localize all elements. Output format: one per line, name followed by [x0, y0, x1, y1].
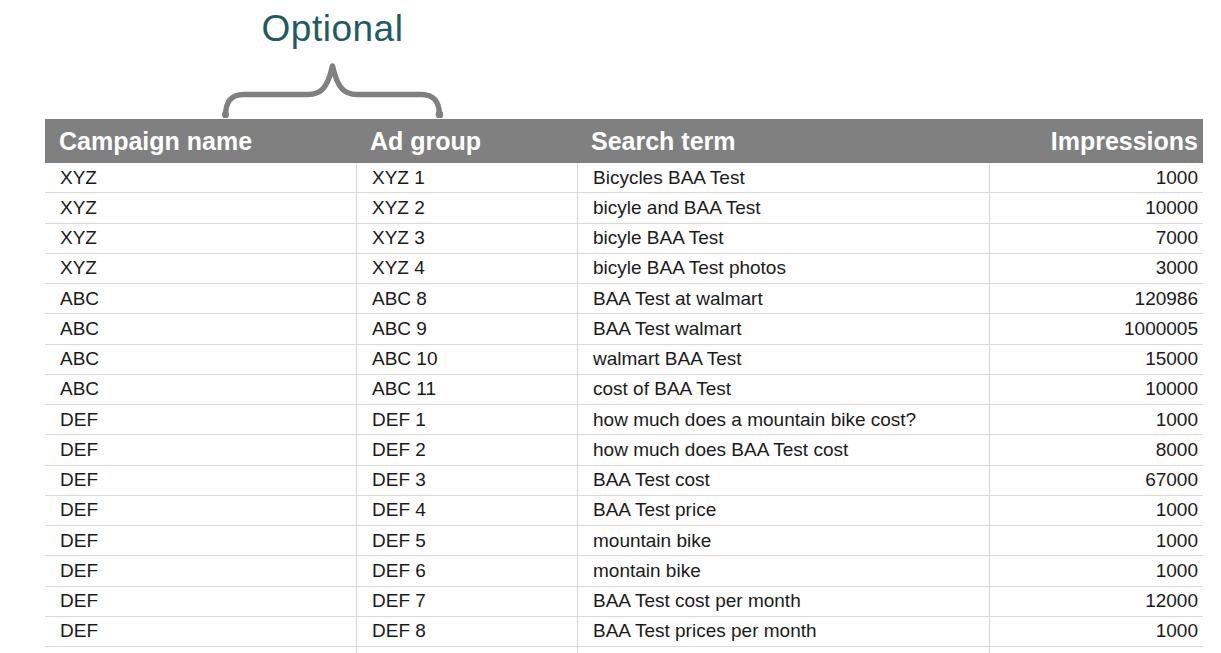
- cell-search-term[interactable]: cost of BAA Test: [577, 375, 989, 404]
- cell-ad-group[interactable]: XYZ 3: [356, 224, 577, 253]
- cell-impressions[interactable]: 12000: [989, 587, 1203, 616]
- cell-search-term[interactable]: Bicycles BAA Test: [577, 163, 989, 192]
- cell-campaign-name[interactable]: ABC: [45, 314, 356, 343]
- cell-ad-group[interactable]: ABC 8: [356, 284, 577, 313]
- cell-impressions[interactable]: 8000: [989, 435, 1203, 464]
- cell-campaign-name[interactable]: DEF: [45, 435, 356, 464]
- cell-impressions[interactable]: 10000: [989, 375, 1203, 404]
- cell-ad-group[interactable]: DEF 4: [356, 496, 577, 525]
- cell-search-term[interactable]: how much does a mountain bike cost?: [577, 405, 989, 434]
- cell-campaign-name[interactable]: DEF: [45, 556, 356, 585]
- spreadsheet-screenshot: Optional Campaign name Ad group Search t…: [0, 0, 1221, 653]
- cell-search-term[interactable]: BAA Test walmart: [577, 314, 989, 343]
- cell-impressions[interactable]: 1000: [989, 405, 1203, 434]
- table-row: DEFDEF 4BAA Test price1000: [45, 496, 1203, 526]
- table-row: XYZXYZ 3bicyle BAA Test7000: [45, 224, 1203, 254]
- cell-impressions[interactable]: 1000005: [989, 314, 1203, 343]
- cell-ad-group[interactable]: DEF 6: [356, 556, 577, 585]
- cell-search-term[interactable]: [577, 647, 989, 653]
- cell-ad-group[interactable]: DEF 2: [356, 435, 577, 464]
- table-row: XYZXYZ 4bicyle BAA Test photos3000: [45, 254, 1203, 284]
- campaign-table: Campaign name Ad group Search term Impre…: [45, 119, 1203, 653]
- table-row: DEFDEF 1how much does a mountain bike co…: [45, 405, 1203, 435]
- cell-impressions[interactable]: 120986: [989, 284, 1203, 313]
- cell-ad-group[interactable]: DEF 8: [356, 617, 577, 646]
- cell-campaign-name[interactable]: DEF: [45, 587, 356, 616]
- cell-ad-group[interactable]: XYZ 4: [356, 254, 577, 283]
- table-row: ABCABC 10walmart BAA Test15000: [45, 345, 1203, 375]
- cell-impressions[interactable]: 1000: [989, 496, 1203, 525]
- table-row: DEFDEF 2how much does BAA Test cost8000: [45, 435, 1203, 465]
- table-row: ABCABC 11cost of BAA Test10000: [45, 375, 1203, 405]
- cell-ad-group[interactable]: ABC 10: [356, 345, 577, 374]
- cell-search-term[interactable]: walmart BAA Test: [577, 345, 989, 374]
- cell-search-term[interactable]: BAA Test cost per month: [577, 587, 989, 616]
- cell-search-term[interactable]: BAA Test price: [577, 496, 989, 525]
- cell-impressions[interactable]: 7000: [989, 224, 1203, 253]
- cell-ad-group[interactable]: DEF 3: [356, 466, 577, 495]
- table-row: DEFDEF 5mountain bike1000: [45, 526, 1203, 556]
- cell-campaign-name[interactable]: [45, 647, 356, 653]
- table-row: ABCABC 8BAA Test at walmart120986: [45, 284, 1203, 314]
- cell-impressions[interactable]: [989, 647, 1203, 653]
- table-row: ABCABC 9BAA Test walmart1000005: [45, 314, 1203, 344]
- cell-campaign-name[interactable]: XYZ: [45, 163, 356, 192]
- table-row: DEFDEF 7BAA Test cost per month12000: [45, 587, 1203, 617]
- table-row: DEFDEF 3BAA Test cost67000: [45, 466, 1203, 496]
- header-impressions[interactable]: Impressions: [989, 127, 1203, 156]
- cell-campaign-name[interactable]: XYZ: [45, 254, 356, 283]
- header-campaign-name[interactable]: Campaign name: [45, 127, 356, 156]
- cell-ad-group[interactable]: XYZ 1: [356, 163, 577, 192]
- cell-ad-group[interactable]: [356, 647, 577, 653]
- table-header-row: Campaign name Ad group Search term Impre…: [45, 119, 1203, 163]
- cell-impressions[interactable]: 1000: [989, 556, 1203, 585]
- cell-campaign-name[interactable]: XYZ: [45, 193, 356, 222]
- table-row: XYZXYZ 1Bicycles BAA Test1000: [45, 163, 1203, 193]
- cell-impressions[interactable]: 15000: [989, 345, 1203, 374]
- cell-impressions[interactable]: 1000: [989, 163, 1203, 192]
- cell-search-term[interactable]: BAA Test cost: [577, 466, 989, 495]
- cell-ad-group[interactable]: XYZ 2: [356, 193, 577, 222]
- cell-impressions[interactable]: 3000: [989, 254, 1203, 283]
- optional-label: Optional: [222, 8, 443, 50]
- cell-ad-group[interactable]: DEF 1: [356, 405, 577, 434]
- cell-ad-group[interactable]: DEF 7: [356, 587, 577, 616]
- cell-impressions[interactable]: 1000: [989, 617, 1203, 646]
- table-row: XYZXYZ 2bicyle and BAA Test10000: [45, 193, 1203, 223]
- cell-campaign-name[interactable]: DEF: [45, 496, 356, 525]
- cell-impressions[interactable]: 10000: [989, 193, 1203, 222]
- cell-campaign-name[interactable]: ABC: [45, 345, 356, 374]
- cell-search-term[interactable]: bicyle BAA Test photos: [577, 254, 989, 283]
- header-ad-group[interactable]: Ad group: [356, 127, 577, 156]
- cell-search-term[interactable]: how much does BAA Test cost: [577, 435, 989, 464]
- cell-campaign-name[interactable]: DEF: [45, 617, 356, 646]
- cell-search-term[interactable]: bicyle and BAA Test: [577, 193, 989, 222]
- cell-ad-group[interactable]: DEF 5: [356, 526, 577, 555]
- cell-search-term[interactable]: BAA Test at walmart: [577, 284, 989, 313]
- cell-campaign-name[interactable]: DEF: [45, 526, 356, 555]
- cell-campaign-name[interactable]: DEF: [45, 405, 356, 434]
- cell-search-term[interactable]: montain bike: [577, 556, 989, 585]
- cell-ad-group[interactable]: ABC 11: [356, 375, 577, 404]
- cell-search-term[interactable]: BAA Test prices per month: [577, 617, 989, 646]
- cell-search-term[interactable]: bicyle BAA Test: [577, 224, 989, 253]
- brace-annotation-icon: [222, 60, 443, 118]
- header-search-term[interactable]: Search term: [577, 127, 989, 156]
- cell-search-term[interactable]: mountain bike: [577, 526, 989, 555]
- table-body: XYZXYZ 1Bicycles BAA Test1000XYZXYZ 2bic…: [45, 163, 1203, 653]
- table-row: DEFDEF 8BAA Test prices per month1000: [45, 617, 1203, 647]
- cell-impressions[interactable]: 1000: [989, 526, 1203, 555]
- cell-impressions[interactable]: 67000: [989, 466, 1203, 495]
- cell-campaign-name[interactable]: ABC: [45, 375, 356, 404]
- cell-ad-group[interactable]: ABC 9: [356, 314, 577, 343]
- table-row-partial: [45, 647, 1203, 653]
- table-row: DEFDEF 6montain bike1000: [45, 556, 1203, 586]
- cell-campaign-name[interactable]: XYZ: [45, 224, 356, 253]
- cell-campaign-name[interactable]: ABC: [45, 284, 356, 313]
- cell-campaign-name[interactable]: DEF: [45, 466, 356, 495]
